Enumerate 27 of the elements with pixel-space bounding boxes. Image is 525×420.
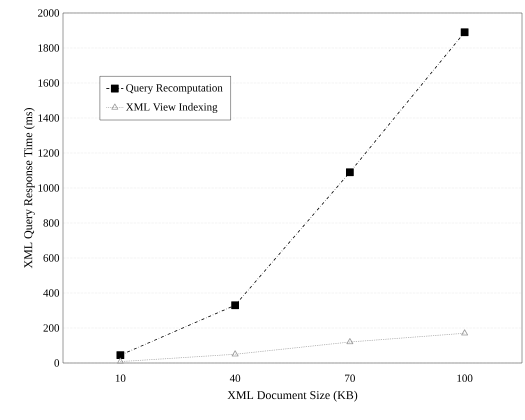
legend-label: Query Recomputation <box>126 84 223 94</box>
point <box>116 351 124 360</box>
y-tick-label: 800 <box>43 219 60 227</box>
legend-label: XML View Indexing <box>126 102 218 113</box>
point <box>231 301 240 310</box>
y-tick-label: 600 <box>44 254 60 262</box>
point <box>116 358 124 364</box>
point <box>346 338 354 344</box>
x-axis-title: XML Document Size (KB) <box>228 390 358 402</box>
y-axis-title: XML Query Response Time (ms) <box>24 108 35 268</box>
y-tick-label: 2000 <box>38 9 60 17</box>
y-tick-label: 1800 <box>38 44 60 52</box>
x-tick-label: 70 <box>345 374 355 382</box>
x-tick-label: 100 <box>457 374 472 382</box>
x-tick-label: 10 <box>116 374 126 382</box>
point <box>232 350 239 356</box>
y-tick-label: 1600 <box>38 79 60 87</box>
point <box>461 329 468 336</box>
y-tick-label: 1000 <box>38 184 60 192</box>
y-tick-label: 200 <box>44 324 60 332</box>
point <box>460 28 469 36</box>
y-tick-label: 1200 <box>38 149 60 157</box>
y-tick-label: 0 <box>54 359 60 367</box>
x-tick-label: 40 <box>230 374 240 382</box>
point <box>346 168 354 176</box>
y-tick-label: 1400 <box>38 114 60 122</box>
y-tick-label: 400 <box>43 289 60 297</box>
